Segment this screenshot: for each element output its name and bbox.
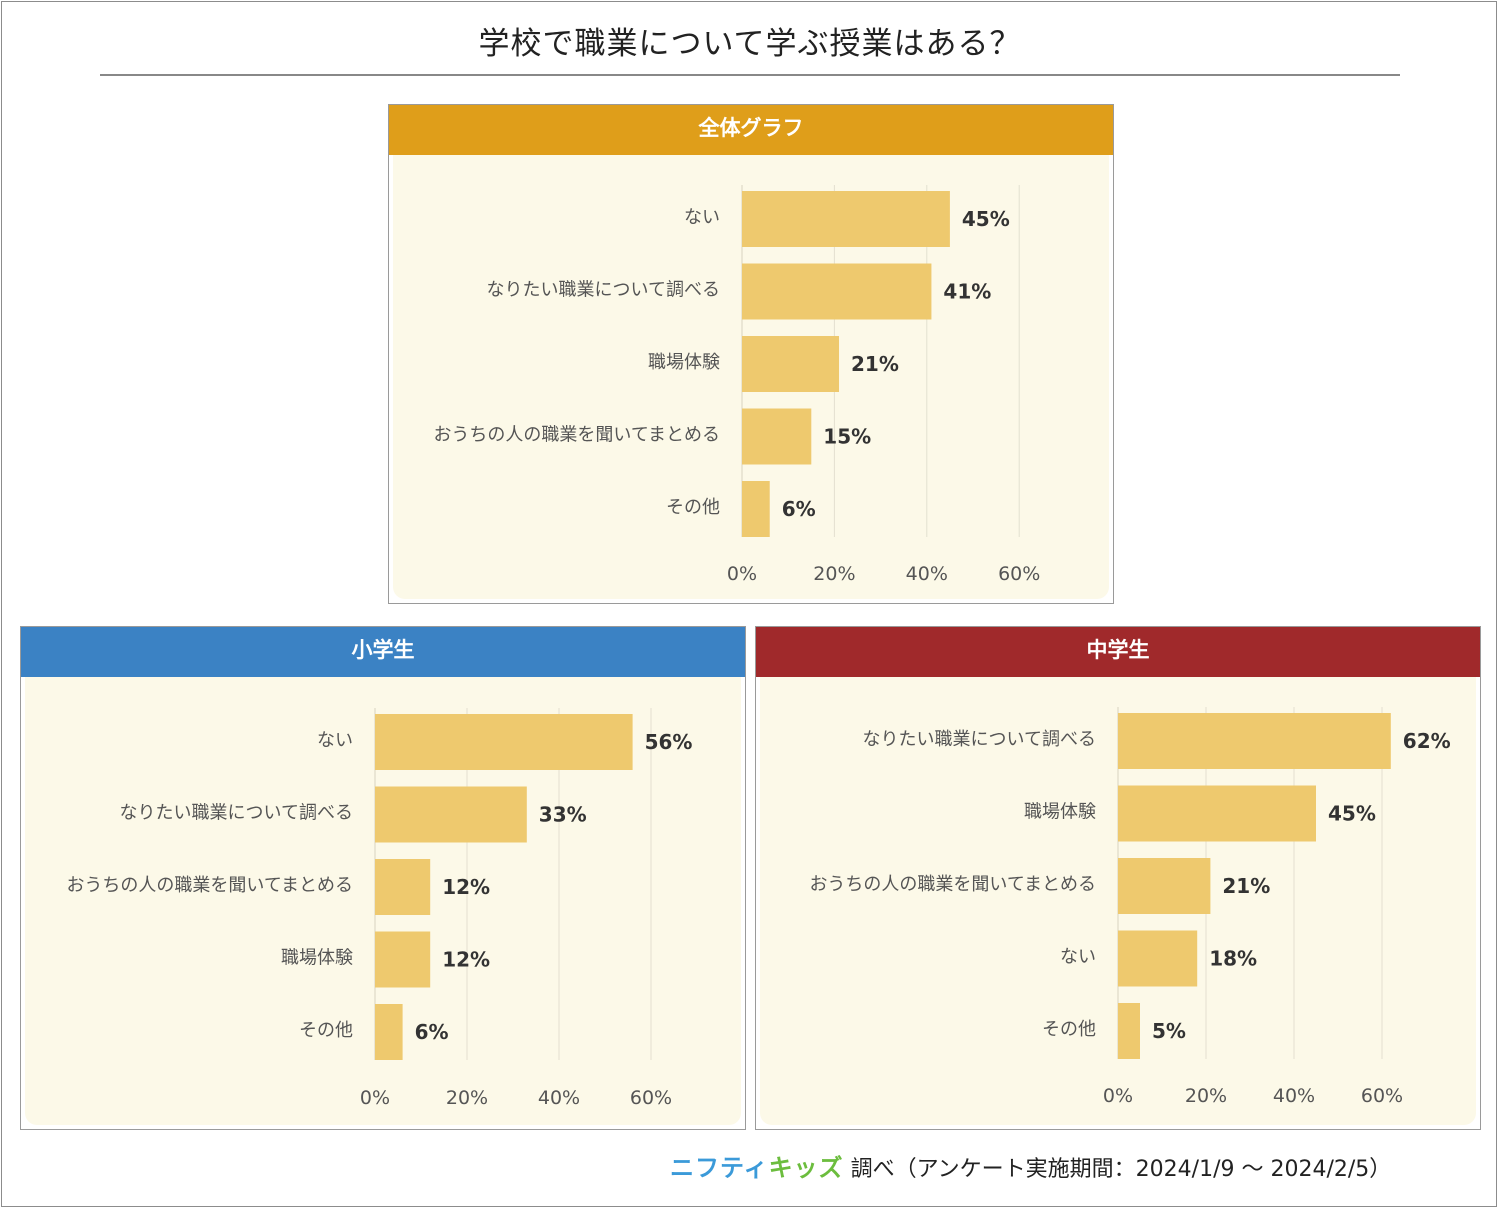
elementary-value-label: 12%: [442, 875, 490, 899]
elementary-bar: [375, 1004, 403, 1060]
overall-chart-header: 全体グラフ: [389, 105, 1113, 155]
overall-tick-label: 20%: [813, 563, 855, 585]
elementary-bar: [375, 786, 527, 843]
junior-tick-label: 40%: [1273, 1085, 1315, 1107]
elementary-bar: [375, 714, 633, 770]
elementary-value-label: 33%: [539, 803, 587, 827]
overall-category-label: おうちの人の職業を聞いてまとめる: [433, 425, 720, 446]
logo-text-nifty: ニフティ: [670, 1154, 769, 1182]
elementary-category-label: なりたい職業について調べる: [120, 803, 353, 824]
elementary-value-label: 6%: [415, 1020, 449, 1044]
junior-tick-label: 20%: [1185, 1085, 1227, 1107]
overall-bar: [742, 408, 812, 465]
junior-bar: [1118, 713, 1391, 769]
overall-bar: [742, 191, 950, 247]
elementary-bar: [375, 931, 431, 988]
elementary-tick-label: 0%: [360, 1087, 390, 1109]
junior-bar: [1118, 858, 1211, 914]
overall-category-label: なりたい職業について調べる: [487, 280, 720, 301]
junior-tick-label: 0%: [1103, 1085, 1133, 1107]
footer-survey-period: 調べ（アンケート実施期間：2024/1/9 ～ 2024/2/5）: [850, 1157, 1392, 1182]
overall-value-label: 6%: [782, 497, 816, 521]
footer-credit: ニフティキッズ 調べ（アンケート実施期間：2024/1/9 ～ 2024/2/5…: [670, 1148, 1391, 1183]
overall-bar: [742, 263, 932, 320]
elementary-category-label: 職場体験: [281, 948, 353, 969]
junior-category-label: おうちの人の職業を聞いてまとめる: [809, 874, 1096, 895]
overall-bar-chart: 0% 20% 40% 60% ない 45% なりたい職業について調べる 41% 職場体験 21% お…: [433, 185, 1040, 585]
junior-value-label: 18%: [1209, 947, 1257, 971]
elementary-category-label: ない: [317, 730, 353, 751]
junior-value-label: 45%: [1328, 802, 1376, 826]
junior-value-label: 62%: [1403, 729, 1451, 753]
overall-chart-title: 全体グラフ: [698, 116, 804, 140]
elementary-tick-label: 20%: [446, 1087, 488, 1109]
logo-text-kids: キッズ: [768, 1154, 844, 1182]
overall-value-label: 45%: [962, 207, 1010, 231]
overall-value-label: 15%: [823, 425, 871, 449]
junior-bar: [1118, 1003, 1140, 1059]
overall-category-label: ない: [684, 207, 720, 228]
elementary-tick-label: 40%: [538, 1087, 580, 1109]
overall-bar: [742, 481, 770, 537]
elementary-value-label: 56%: [645, 730, 693, 754]
overall-value-label: 41%: [943, 280, 991, 304]
overall-chart-panel: 全体グラフ 0% 20% 40% 60% ない 45% なりたい職業について調べる 41% 職場…: [388, 104, 1114, 604]
junior-value-label: 21%: [1222, 874, 1270, 898]
elementary-tick-label: 60%: [630, 1087, 672, 1109]
overall-tick-label: 60%: [998, 563, 1040, 585]
junior-category-label: なりたい職業について調べる: [863, 729, 1096, 750]
overall-bar: [742, 336, 840, 392]
elementary-category-label: その他: [299, 1020, 353, 1041]
title-divider: [100, 74, 1400, 76]
junior-bar: [1118, 930, 1198, 987]
junior-tick-label: 60%: [1361, 1085, 1403, 1107]
overall-category-label: 職場体験: [648, 352, 720, 373]
elementary-bar: [375, 859, 431, 915]
junior-value-label: 5%: [1152, 1019, 1186, 1043]
junior-chart-title: 中学生: [1086, 638, 1150, 662]
elementary-value-label: 12%: [442, 948, 490, 972]
overall-category-label: その他: [666, 497, 720, 518]
junior-category-label: その他: [1042, 1019, 1096, 1040]
junior-category-label: ない: [1060, 947, 1096, 968]
elementary-chart-header: 小学生: [21, 627, 745, 677]
junior-chart-header: 中学生: [756, 627, 1480, 677]
overall-tick-label: 40%: [906, 563, 948, 585]
elementary-bar-chart: 0% 20% 40% 60% ない 56% なりたい職業について調べる 33% おうちの人の職業…: [66, 708, 693, 1109]
overall-tick-label: 0%: [727, 563, 757, 585]
junior-category-label: 職場体験: [1024, 802, 1096, 823]
junior-bar-chart: 0% 20% 40% 60% なりたい職業について調べる 62% 職場体験 45% おうちの人の…: [809, 707, 1451, 1107]
junior-bar: [1118, 785, 1316, 842]
overall-value-label: 21%: [851, 352, 899, 376]
elementary-chart-title: 小学生: [351, 638, 415, 662]
elementary-category-label: おうちの人の職業を聞いてまとめる: [66, 875, 353, 896]
junior-chart-panel: 中学生 0% 20% 40% 60% なりたい職業について調べる 62% 職場体験 45% おう…: [755, 626, 1481, 1130]
page-title: 学校で職業について学ぶ授業はある？: [478, 26, 1022, 62]
elementary-chart-panel: 小学生 0% 20% 40% 60% ない 56% なりたい職業について調べる 33% おうちの…: [20, 626, 746, 1130]
